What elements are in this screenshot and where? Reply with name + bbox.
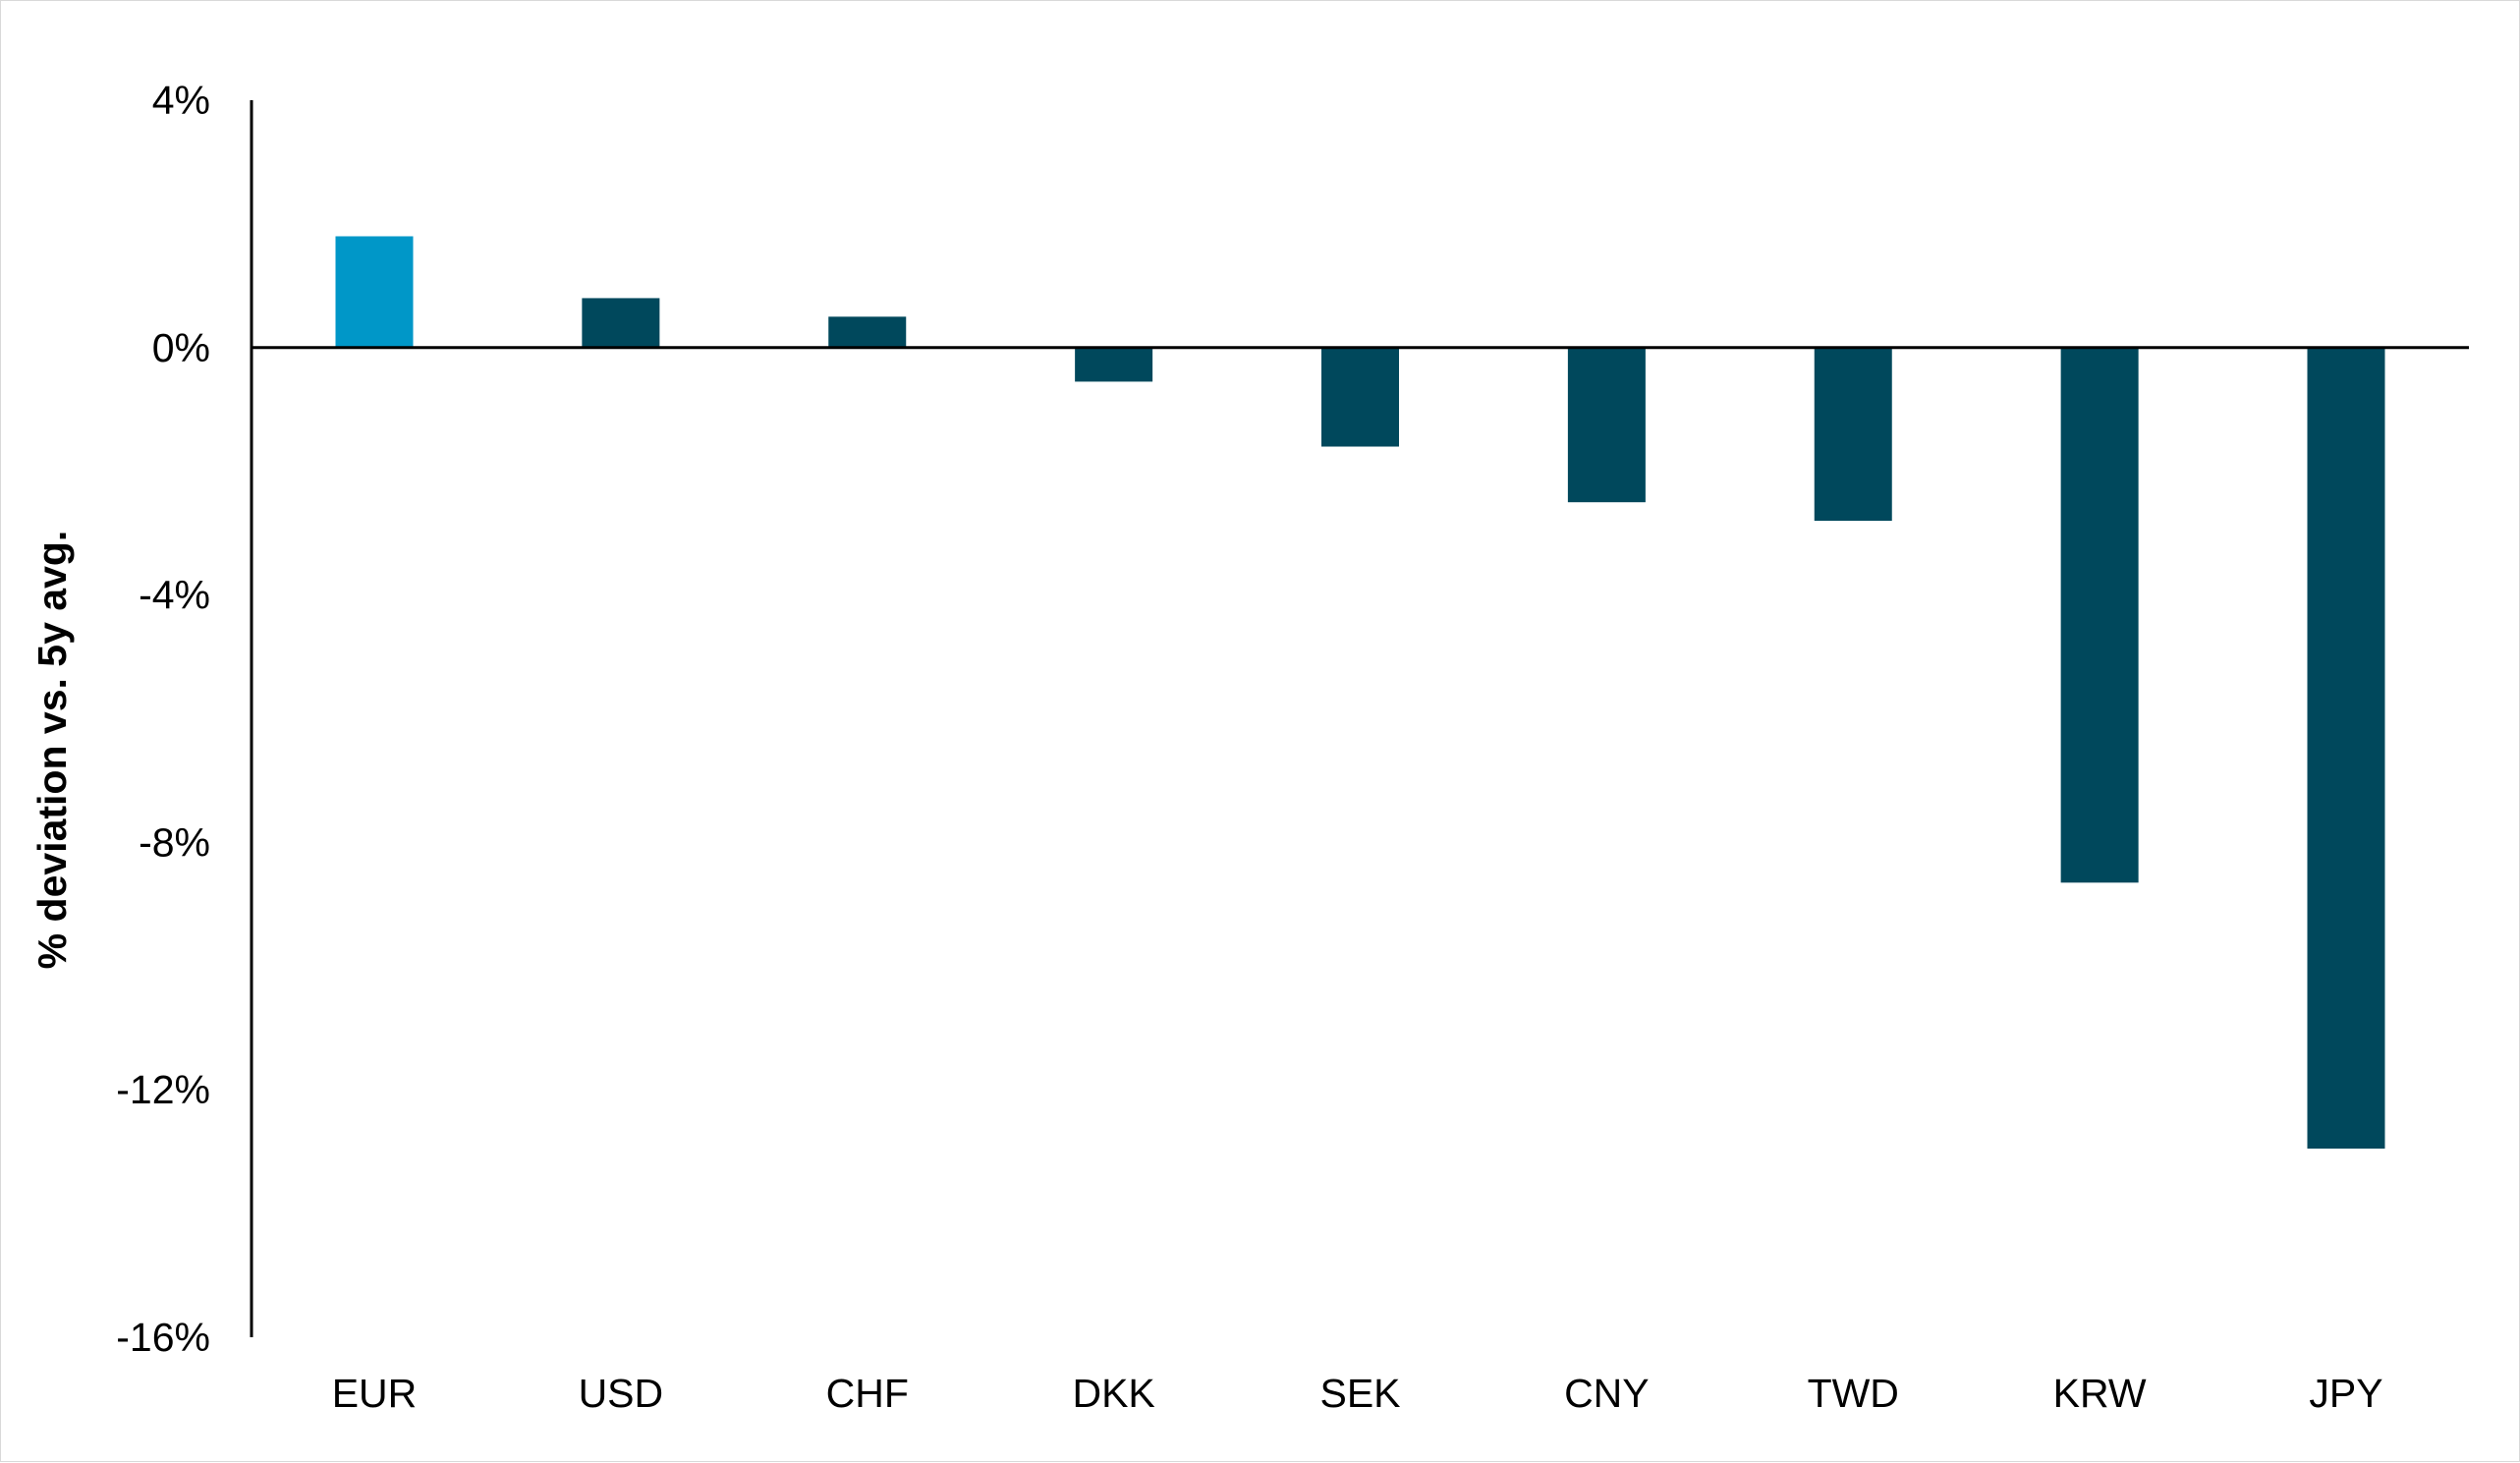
bar-jpy — [2307, 347, 2385, 1150]
x-tick-labels: EUR USD CHF DKK SEK CNY TWD KRW JPY — [332, 1371, 2383, 1416]
y-tick-label: -16% — [116, 1315, 210, 1360]
x-tick-label-krw: KRW — [2053, 1371, 2147, 1416]
y-tick-label: -4% — [139, 573, 210, 618]
x-tick-label-eur: EUR — [332, 1371, 418, 1416]
x-tick-label-sek: SEK — [1319, 1371, 1400, 1416]
y-tick-label: 0% — [152, 325, 210, 370]
bars-layer — [335, 236, 2385, 1150]
y-tick-labels: 4% 0% -4% -8% -12% -16% — [116, 78, 210, 1360]
bar-usd — [582, 298, 660, 348]
y-axis-title: % deviation vs. 5y avg. — [29, 531, 75, 970]
axes-layer — [250, 100, 2469, 1337]
x-tick-label-chf: CHF — [826, 1371, 909, 1416]
x-tick-label-cny: CNY — [1564, 1371, 1650, 1416]
bar-sek — [1321, 347, 1399, 447]
x-tick-label-usd: USD — [579, 1371, 664, 1416]
bar-dkk — [1075, 347, 1153, 382]
y-tick-label: -12% — [116, 1067, 210, 1112]
bar-twd — [1814, 347, 1892, 522]
x-tick-label-dkk: DKK — [1072, 1371, 1154, 1416]
y-tick-label: -8% — [139, 819, 210, 865]
x-tick-label-jpy: JPY — [2309, 1371, 2382, 1416]
bar-eur — [335, 236, 414, 348]
x-tick-label-twd: TWD — [1808, 1371, 1899, 1416]
bar-chf — [828, 316, 907, 348]
bar-krw — [2060, 347, 2139, 883]
bar-cny — [1567, 347, 1646, 503]
y-tick-label: 4% — [152, 78, 210, 123]
